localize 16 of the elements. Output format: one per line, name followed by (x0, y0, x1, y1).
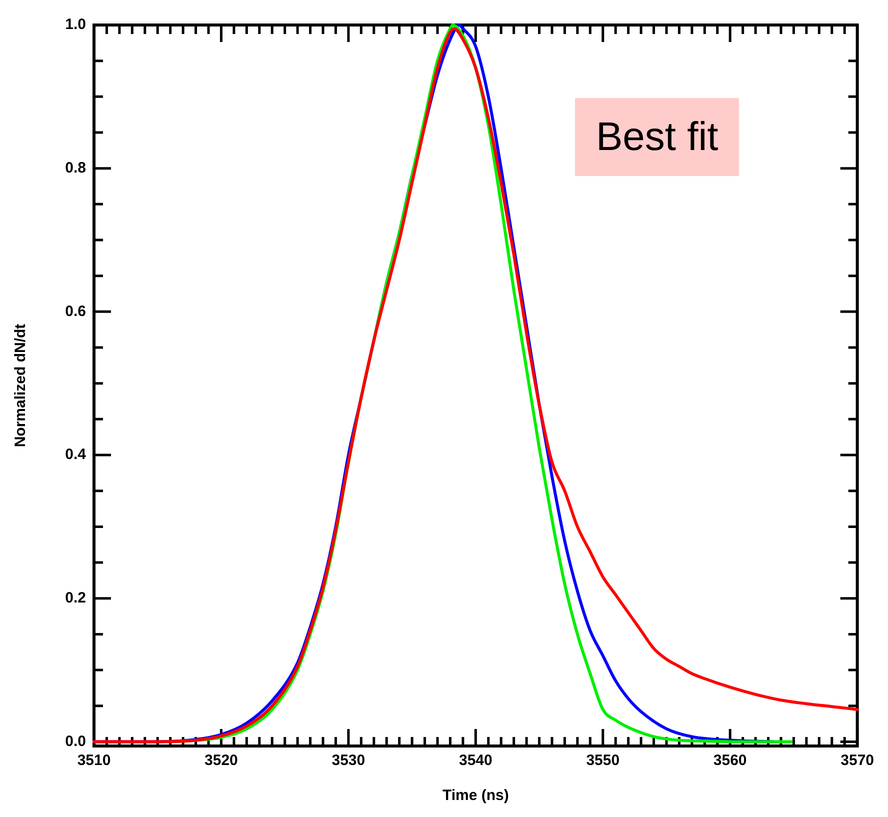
y-tick-label: 1.0 (65, 16, 86, 34)
y-tick-label: 0.0 (65, 732, 86, 750)
y-axis-title: Normalized dN/dt (12, 324, 30, 448)
x-tick-label: 3570 (840, 752, 874, 770)
x-tick-label: 3550 (586, 752, 620, 770)
y-tick-label: 0.8 (65, 159, 86, 176)
x-tick-label: 3520 (204, 752, 238, 770)
x-tick-label: 3510 (77, 752, 111, 770)
x-tick-label: 3560 (713, 752, 747, 770)
x-tick-label: 3530 (332, 752, 366, 770)
y-tick-label: 0.4 (65, 446, 87, 464)
x-axis-title: Time (ns) (442, 787, 509, 804)
y-tick-label: 0.6 (65, 302, 86, 320)
x-tick-label: 3540 (458, 752, 492, 770)
annotation: Best fit (575, 98, 740, 176)
y-tick-label: 0.2 (65, 590, 86, 606)
